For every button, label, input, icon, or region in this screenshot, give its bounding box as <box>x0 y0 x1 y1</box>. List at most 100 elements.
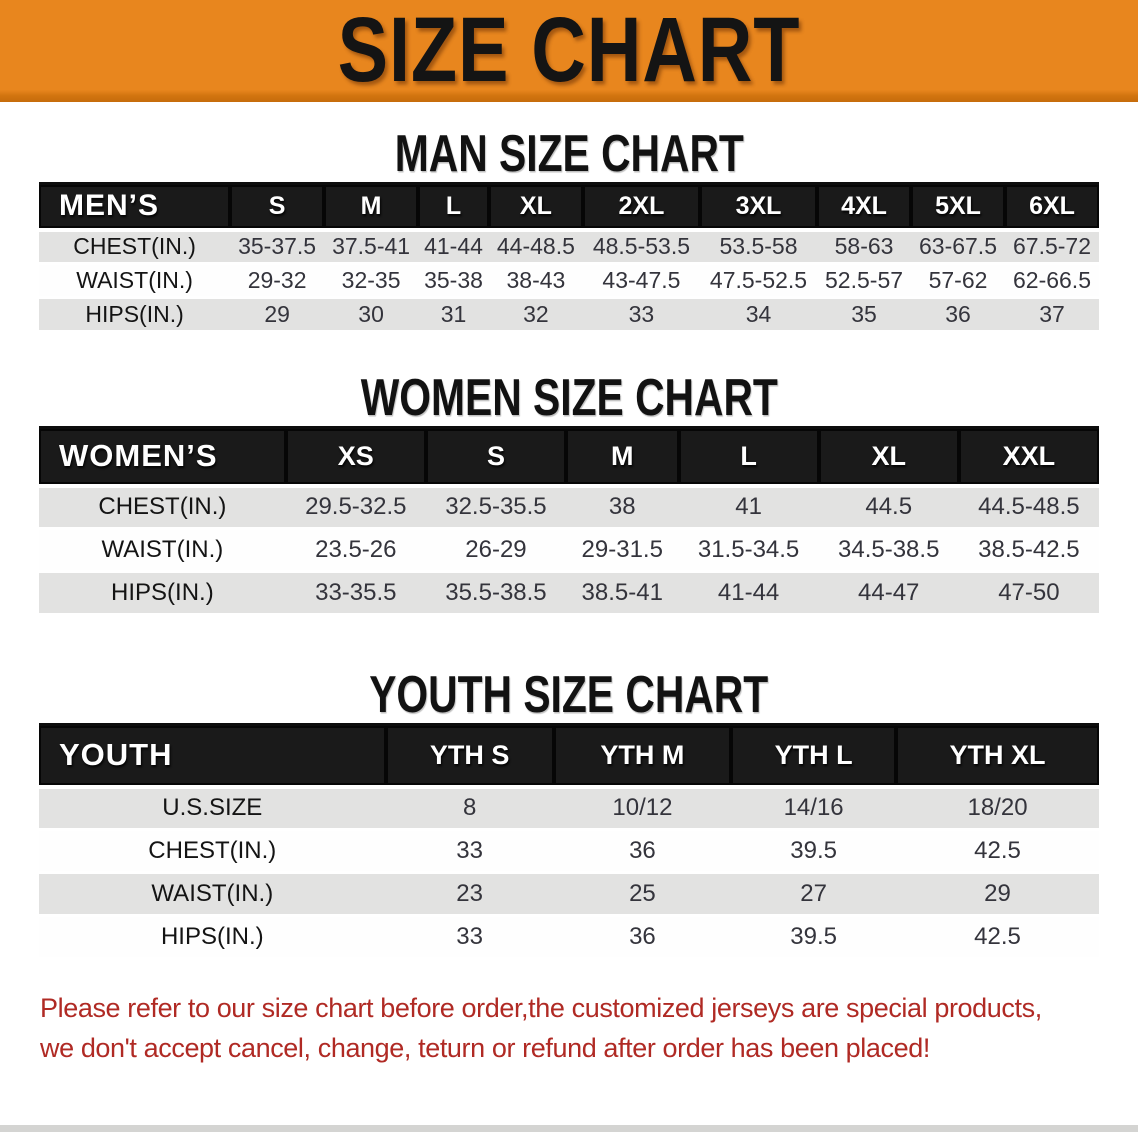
size-column-header: M <box>324 182 419 232</box>
size-value-cell: 38.5-41 <box>566 571 679 616</box>
table-row: WAIST(IN.) 29-32 32-35 35-38 38-43 43-47.5 47.… <box>39 263 1099 299</box>
row-label-cell: HIPS(IN.) <box>39 571 286 616</box>
size-value-cell: 52.5-57 <box>817 263 912 299</box>
table-row: CHEST(IN.) 29.5-32.5 32.5-35.5 38 41 44.5 44.5… <box>39 485 1099 530</box>
size-value-cell: 37.5-41 <box>324 229 419 265</box>
table-row: HIPS(IN.) 33 36 39.5 42.5 <box>39 915 1099 960</box>
youth-section-heading-text: YOUTH SIZE CHART <box>369 666 769 725</box>
table-row: CHEST(IN.) 33 36 39.5 42.5 <box>39 829 1099 874</box>
size-value-cell: 33 <box>385 915 554 960</box>
banner-title: SIZE CHART <box>337 0 801 101</box>
size-value-cell: 44.5-48.5 <box>958 485 1099 530</box>
size-value-cell: 23.5-26 <box>285 528 426 573</box>
size-value-cell: 42.5 <box>896 915 1099 960</box>
size-column-header: YTH L <box>731 723 897 789</box>
bottom-edge-strip <box>0 1125 1138 1132</box>
size-value-cell: 31.5-34.5 <box>678 528 819 573</box>
size-value-cell: 23 <box>385 872 554 917</box>
size-value-cell: 36 <box>553 829 732 874</box>
size-value-cell: 38.5-42.5 <box>958 528 1099 573</box>
size-value-cell: 67.5-72 <box>1004 229 1099 265</box>
order-disclaimer: Please refer to our size chart before or… <box>40 988 1100 1068</box>
table-row: HIPS(IN.) 33-35.5 35.5-38.5 38.5-41 41-44 44-… <box>39 571 1099 616</box>
size-value-cell: 41 <box>678 485 819 530</box>
size-value-cell: 35-37.5 <box>230 229 325 265</box>
size-value-cell: 29 <box>230 297 325 333</box>
row-label-cell: WAIST(IN.) <box>39 528 286 573</box>
table-header-row: YOUTH YTH S YTH M YTH L YTH XL <box>39 723 1099 789</box>
men-section-heading: MAN SIZE CHART <box>0 125 1138 184</box>
men-size-table: MEN’S S M L XL 2XL 3XL 4XL 5XL 6XL CHEST(IN.) 35-37… <box>39 182 1099 333</box>
size-value-cell: 43-47.5 <box>582 263 700 299</box>
size-value-cell: 32.5-35.5 <box>425 485 567 530</box>
size-value-cell: 35.5-38.5 <box>425 571 567 616</box>
women-size-table: WOMEN’S XS S M L XL XXL CHEST(IN.) 29.5-32.5 32.5… <box>39 426 1099 616</box>
size-value-cell: 32-35 <box>324 263 419 299</box>
size-column-header: L <box>678 426 819 488</box>
size-value-cell: 29.5-32.5 <box>285 485 426 530</box>
row-label-cell: WAIST(IN.) <box>39 872 386 917</box>
size-value-cell: 57-62 <box>911 263 1005 299</box>
size-column-header: 6XL <box>1004 182 1099 232</box>
size-value-cell: 41-44 <box>678 571 819 616</box>
size-value-cell: 26-29 <box>425 528 567 573</box>
row-label-cell: HIPS(IN.) <box>39 297 231 333</box>
table-row: U.S.SIZE 8 10/12 14/16 18/20 <box>39 786 1099 831</box>
women-size-section: WOMEN SIZE CHART WOMEN’S XS S M L XL XXL CHEST(… <box>0 370 1138 616</box>
size-column-header: XS <box>285 426 426 488</box>
size-value-cell: 36 <box>553 915 732 960</box>
size-value-cell: 34.5-38.5 <box>818 528 959 573</box>
men-size-section: MAN SIZE CHART MEN’S S M L XL 2XL 3XL 4XL 5XL 6XL… <box>0 125 1138 333</box>
size-value-cell: 34 <box>699 297 818 333</box>
row-label-cell: HIPS(IN.) <box>39 915 386 960</box>
row-label-cell: CHEST(IN.) <box>39 229 231 265</box>
size-value-cell: 42.5 <box>896 829 1099 874</box>
size-value-cell: 47.5-52.5 <box>699 263 818 299</box>
size-value-cell: 63-67.5 <box>911 229 1005 265</box>
size-value-cell: 31 <box>418 297 489 333</box>
size-value-cell: 8 <box>385 786 554 831</box>
size-column-header: L <box>418 182 489 232</box>
disclaimer-line-1: Please refer to our size chart before or… <box>40 993 1042 1023</box>
youth-size-section: YOUTH SIZE CHART YOUTH YTH S YTH M YTH L YTH… <box>0 666 1138 960</box>
size-column-header: 3XL <box>699 182 818 232</box>
size-value-cell: 25 <box>553 872 732 917</box>
size-column-header: XL <box>818 426 959 488</box>
row-label-cell: CHEST(IN.) <box>39 829 386 874</box>
size-value-cell: 44.5 <box>818 485 959 530</box>
women-section-heading: WOMEN SIZE CHART <box>0 370 1138 427</box>
size-value-cell: 38 <box>566 485 679 530</box>
size-column-header: YTH XL <box>896 723 1099 789</box>
table-title-cell: MEN’S <box>39 182 231 232</box>
size-value-cell: 53.5-58 <box>699 229 818 265</box>
size-value-cell: 58-63 <box>817 229 912 265</box>
size-value-cell: 44-48.5 <box>488 229 583 265</box>
youth-section-heading: YOUTH SIZE CHART <box>0 666 1138 725</box>
men-section-heading-text: MAN SIZE CHART <box>394 125 744 184</box>
size-column-header: XL <box>488 182 583 232</box>
size-value-cell: 36 <box>911 297 1005 333</box>
size-value-cell: 62-66.5 <box>1004 263 1099 299</box>
size-value-cell: 29-31.5 <box>566 528 679 573</box>
size-value-cell: 27 <box>731 872 897 917</box>
table-row: HIPS(IN.) 29 30 31 32 33 34 35 36 37 <box>39 297 1099 333</box>
size-value-cell: 29 <box>896 872 1099 917</box>
size-value-cell: 39.5 <box>731 829 897 874</box>
size-column-header: 5XL <box>911 182 1005 232</box>
size-column-header: YTH M <box>553 723 732 789</box>
size-value-cell: 10/12 <box>553 786 732 831</box>
table-row: WAIST(IN.) 23 25 27 29 <box>39 872 1099 917</box>
size-value-cell: 48.5-53.5 <box>582 229 700 265</box>
row-label-cell: CHEST(IN.) <box>39 485 286 530</box>
size-value-cell: 33-35.5 <box>285 571 426 616</box>
size-column-header: XXL <box>958 426 1099 488</box>
size-value-cell: 44-47 <box>818 571 959 616</box>
size-value-cell: 18/20 <box>896 786 1099 831</box>
size-value-cell: 33 <box>582 297 700 333</box>
size-column-header: S <box>230 182 325 232</box>
size-value-cell: 30 <box>324 297 419 333</box>
size-value-cell: 41-44 <box>418 229 489 265</box>
size-value-cell: 37 <box>1004 297 1099 333</box>
size-value-cell: 35-38 <box>418 263 489 299</box>
size-column-header: 4XL <box>817 182 912 232</box>
